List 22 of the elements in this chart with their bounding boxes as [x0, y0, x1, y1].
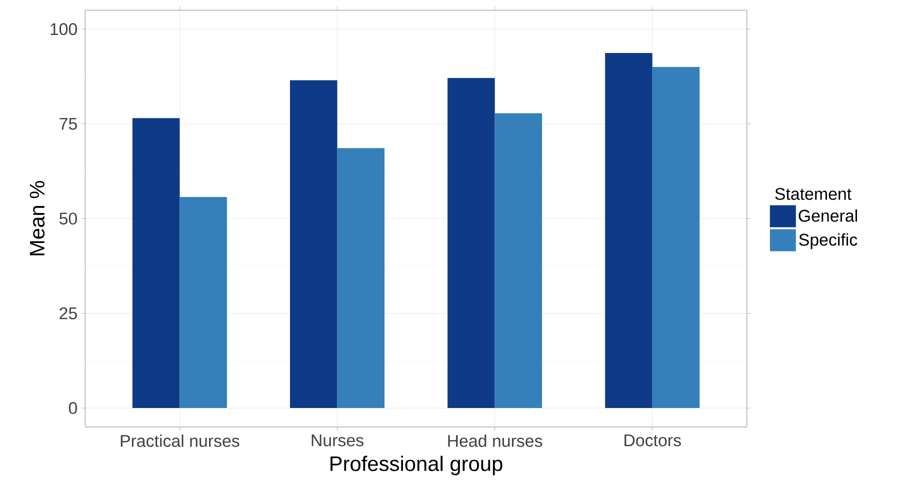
legend-label: Specific [799, 233, 858, 250]
legend-label: General [798, 209, 857, 222]
bar [290, 80, 338, 408]
x-tick-label: Doctors [624, 434, 681, 446]
y-axis-title: Mean % [30, 180, 45, 256]
bar [605, 52, 652, 408]
y-tick-label: 50 [59, 212, 77, 225]
y-tick-label: 75 [60, 118, 77, 130]
bar [180, 196, 227, 408]
bar [337, 148, 385, 408]
x-tick-label: Practical nurses [120, 434, 240, 447]
x-axis-title: Professional group [330, 456, 502, 476]
y-tick-label: 100 [50, 23, 77, 36]
bar [494, 113, 542, 408]
y-tick-label: 0 [68, 402, 77, 414]
x-tick-label: Head nurses [448, 434, 542, 447]
bar [448, 78, 495, 408]
y-tick-label: 25 [60, 307, 77, 320]
bar [132, 118, 180, 408]
bar [652, 66, 700, 408]
legend-title: Statement [775, 188, 852, 200]
x-tick-label: Nurses [312, 434, 364, 446]
